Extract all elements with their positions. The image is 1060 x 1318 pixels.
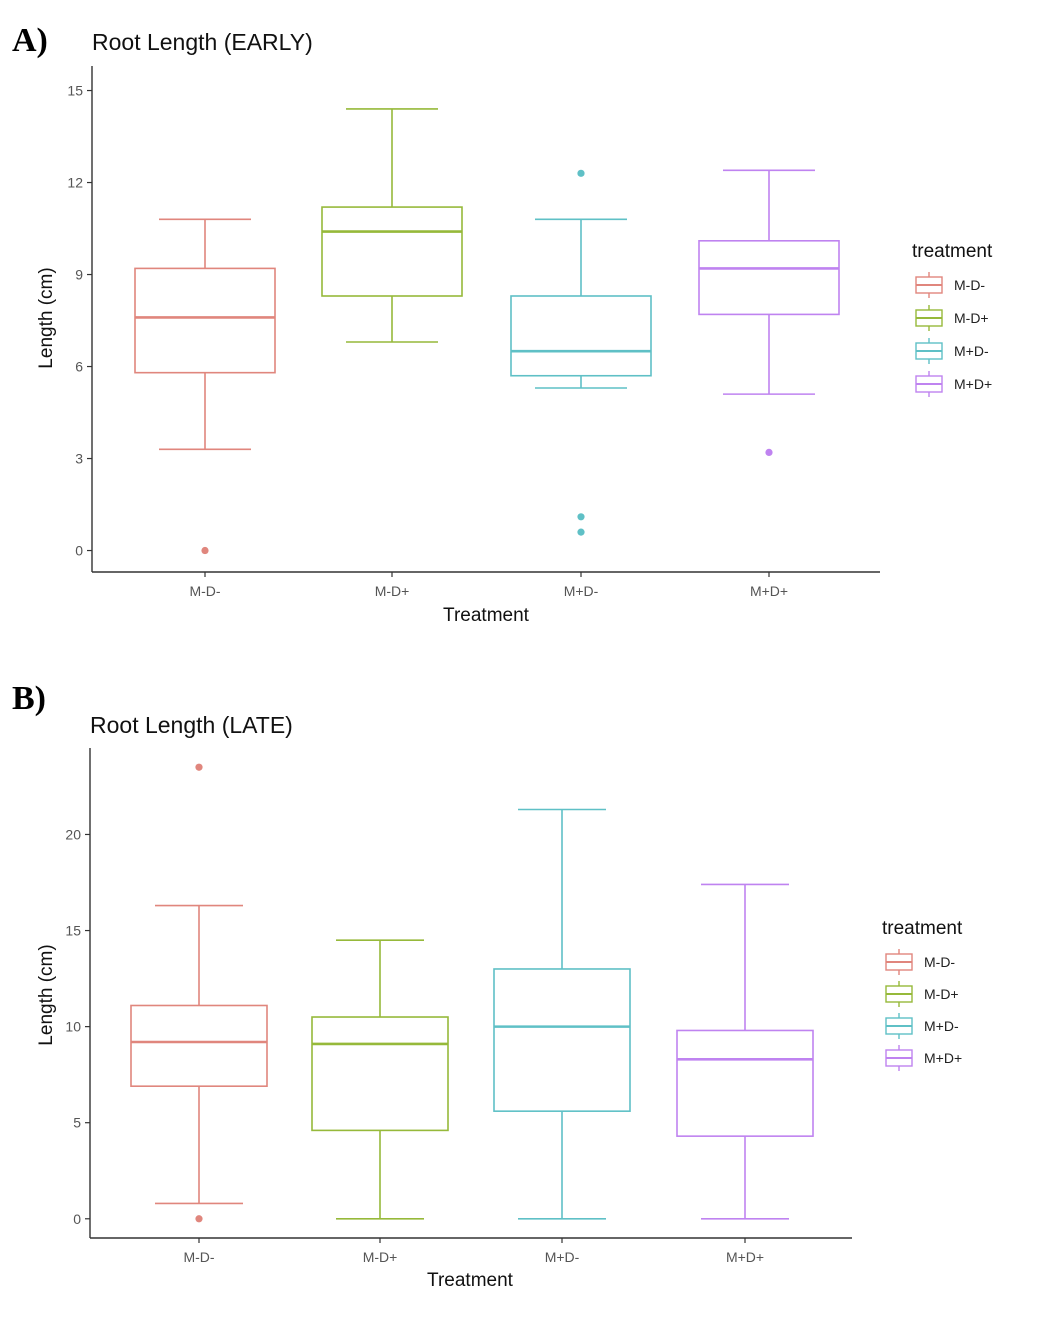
y-tick-label: 15 [65, 923, 81, 939]
x-tick-label: M+D- [564, 583, 599, 599]
plot-area: 0 5 10 15 20 M-D- M-D+ M+D- M+D+ [65, 748, 852, 1265]
x-tick-label: M-D+ [375, 583, 410, 599]
box-iqr [134, 267, 276, 374]
y-tick-label: 3 [75, 451, 83, 467]
y-tick-label: 0 [75, 543, 83, 559]
outlier-point [201, 546, 209, 555]
box-M-D- [130, 763, 268, 1223]
legend-entry-M+D-: M+D- [915, 338, 989, 364]
legend-label: M+D- [954, 343, 989, 359]
chart-title: Root Length (EARLY) [92, 29, 313, 55]
box-M+D+ [698, 169, 840, 456]
legend-label: M-D- [924, 954, 955, 970]
chart-early: Root Length (EARLY) Treatment Length (cm… [36, 29, 993, 626]
y-tick-label: 15 [67, 83, 83, 99]
legend-entry-M+D+: M+D+ [885, 1045, 962, 1071]
x-tick-label: M+D+ [726, 1249, 764, 1265]
outlier-point [765, 448, 773, 456]
panel-letter-a: A) [12, 22, 48, 59]
legend: M-D- M-D+ M+D- M+D+ [915, 272, 992, 397]
x-axis-label: Treatment [427, 1270, 514, 1291]
y-tick-label: 5 [73, 1115, 81, 1131]
box-iqr [698, 240, 840, 316]
box-iqr [510, 295, 652, 377]
legend-entry-M-D+: M-D+ [915, 305, 989, 331]
outlier-point [195, 763, 203, 771]
legend-title: treatment [882, 918, 963, 939]
plot-area: 0 3 6 9 12 15 M-D- M-D+ M+D- M+D+ [67, 66, 880, 599]
box-M-D+ [321, 108, 463, 343]
y-axis-label: Length (cm) [36, 944, 57, 1045]
outlier-point [195, 1215, 203, 1223]
chart-title: Root Length (LATE) [90, 712, 293, 738]
chart-late: Root Length (LATE) Treatment Length (cm)… [36, 712, 963, 1291]
x-axis-label: Treatment [443, 605, 530, 626]
box-iqr [321, 206, 463, 297]
panel-a: A) Root Length (EARLY) Treatment Length … [0, 0, 1060, 640]
legend-entry-M+D+: M+D+ [915, 371, 992, 397]
legend-label: M+D+ [924, 1050, 962, 1066]
box-M+D- [510, 169, 652, 536]
legend-label: M+D- [924, 1018, 959, 1034]
box-M-D+ [311, 939, 449, 1220]
y-tick-label: 9 [75, 267, 83, 283]
outlier-point [577, 528, 585, 536]
legend-label: M-D+ [954, 310, 989, 326]
box-iqr [493, 968, 631, 1112]
y-tick-label: 6 [75, 359, 83, 375]
legend-entry-M-D-: M-D- [915, 272, 985, 298]
y-axis-label: Length (cm) [36, 267, 57, 368]
x-tick-label: M+D+ [750, 583, 788, 599]
legend: M-D- M-D+ M+D- M+D+ [885, 949, 962, 1071]
y-tick-label: 12 [67, 175, 83, 191]
x-tick-label: M+D- [545, 1249, 580, 1265]
y-tick-label: 20 [65, 826, 81, 842]
y-tick-label: 0 [73, 1211, 81, 1227]
box-M-D- [134, 218, 276, 555]
outlier-point [577, 513, 585, 521]
panel-b: B) Root Length (LATE) Treatment Length (… [0, 660, 1060, 1318]
legend-entry-M+D-: M+D- [885, 1013, 959, 1039]
legend-label: M+D+ [954, 376, 992, 392]
x-tick-label: M-D- [189, 583, 220, 599]
legend-title: treatment [912, 241, 993, 262]
x-tick-label: M-D- [183, 1249, 214, 1265]
box-iqr [311, 1016, 449, 1132]
legend-label: M-D- [954, 277, 985, 293]
box-iqr [676, 1029, 814, 1137]
box-M+D- [493, 808, 631, 1220]
panel-letter-b: B) [12, 680, 46, 717]
legend-entry-M-D+: M-D+ [885, 981, 959, 1007]
x-tick-label: M-D+ [363, 1249, 398, 1265]
outlier-point [577, 169, 585, 177]
box-iqr [130, 1004, 268, 1087]
legend-entry-M-D-: M-D- [885, 949, 955, 975]
y-tick-label: 10 [65, 1019, 81, 1035]
box-M+D+ [676, 883, 814, 1220]
legend-label: M-D+ [924, 986, 959, 1002]
